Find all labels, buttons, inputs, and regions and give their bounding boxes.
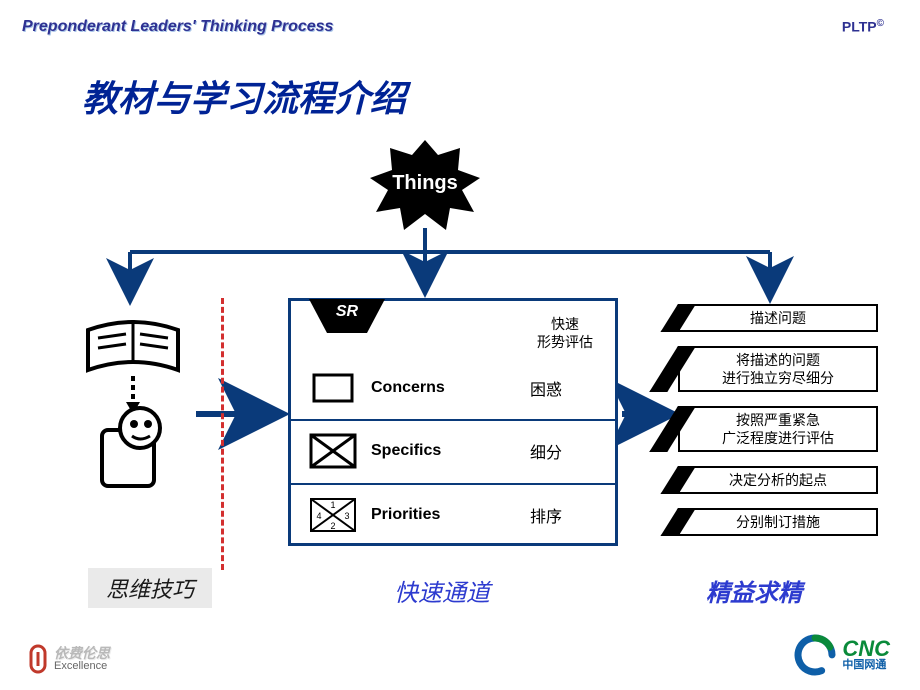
svg-text:2: 2 (330, 521, 335, 531)
cnc-text: CNC 中国网通 (842, 639, 890, 671)
header-left: Preponderant Leaders' Thinking Process (22, 18, 333, 36)
bottom-label-right: 精益求精 (706, 573, 802, 608)
copyright-sup: © (877, 18, 884, 29)
x-box-icon (309, 433, 357, 469)
book-think-icon (78, 320, 188, 490)
sr-row-concerns: Concerns 困惑 (291, 357, 615, 419)
cnc-big: CNC (842, 639, 890, 659)
footer-left-line2: Excellence (54, 660, 110, 672)
row-en-1: Specifics (357, 442, 477, 460)
r-item-3: 决定分析的起点 (678, 466, 878, 494)
sr-row-specifics: Specifics 细分 (291, 419, 615, 481)
bottom-label-left: 思维技巧 (88, 568, 212, 608)
row-en-0: Concerns (357, 379, 477, 397)
row-zh-0: 困惑 (477, 376, 615, 400)
things-label: Things (370, 172, 480, 195)
cnc-small: 中国网通 (842, 659, 890, 671)
svg-text:1: 1 (330, 500, 335, 510)
r-item-2: 按照严重紧急广泛程度进行评估 (678, 406, 878, 452)
sr-sub: 快速 形势评估 (537, 315, 593, 351)
things-badge: Things (370, 140, 480, 230)
footer-right: CNC 中国网通 (794, 634, 890, 676)
footer-left: 依费伦思 Excellence (28, 644, 110, 674)
sr-box: SR 快速 形势评估 Concerns 困惑 Specifics 细分 (288, 298, 618, 546)
bottom-label-middle: 快速通道 (394, 573, 490, 608)
clip-icon (28, 644, 48, 674)
right-items: 描述问题 将描述的问题进行独立穷尽细分 按照严重紧急广泛程度进行评估 决定分析的… (678, 304, 878, 550)
study-icon (78, 320, 188, 490)
header-right-text: PLTP (842, 19, 877, 35)
page-title: 教材与学习流程介绍 (82, 70, 406, 122)
x-box-numbered-icon: 1 4 3 2 (309, 497, 357, 533)
sr-sub-line1: 快速 (537, 315, 593, 333)
sr-tab: SR (309, 299, 385, 333)
footer-left-line1: 依费伦思 (54, 646, 110, 660)
r-item-0: 描述问题 (678, 304, 878, 332)
cnc-logo-icon (794, 634, 836, 676)
sr-sub-line2: 形势评估 (537, 333, 593, 351)
sr-row-priorities: 1 4 3 2 Priorities 排序 (291, 483, 615, 545)
r-item-1: 将描述的问题进行独立穷尽细分 (678, 346, 878, 392)
empty-box-icon (309, 373, 357, 403)
sr-tab-label: SR (309, 303, 385, 321)
dashed-divider (221, 298, 224, 570)
svg-text:4: 4 (316, 511, 321, 521)
r-item-4: 分别制订措施 (678, 508, 878, 536)
header-right: PLTP© (842, 18, 884, 35)
row-en-2: Priorities (357, 506, 477, 524)
row-zh-2: 排序 (477, 503, 615, 527)
row-zh-1: 细分 (477, 439, 615, 463)
svg-text:3: 3 (344, 511, 349, 521)
